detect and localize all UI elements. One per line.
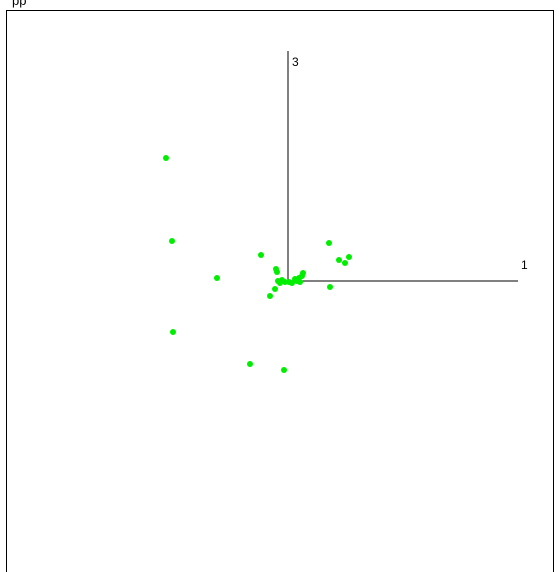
data-point — [169, 238, 175, 244]
window-title: pp — [12, 0, 27, 8]
data-point — [163, 155, 169, 161]
y-axis-label: 3 — [292, 55, 299, 69]
data-point — [346, 254, 352, 260]
x-axis-label: 1 — [521, 258, 528, 272]
data-point — [281, 367, 287, 373]
data-point — [267, 293, 273, 299]
data-point — [170, 329, 176, 335]
data-point — [342, 260, 348, 266]
data-point — [272, 286, 278, 292]
data-point — [326, 240, 332, 246]
data-point — [297, 279, 303, 285]
data-point — [214, 275, 220, 281]
data-point — [327, 284, 333, 290]
plot-panel — [6, 10, 554, 572]
data-point — [247, 361, 253, 367]
points-layer — [163, 155, 352, 373]
data-point — [300, 270, 306, 276]
data-point — [274, 269, 280, 275]
data-point — [258, 252, 264, 258]
data-point — [336, 257, 342, 263]
